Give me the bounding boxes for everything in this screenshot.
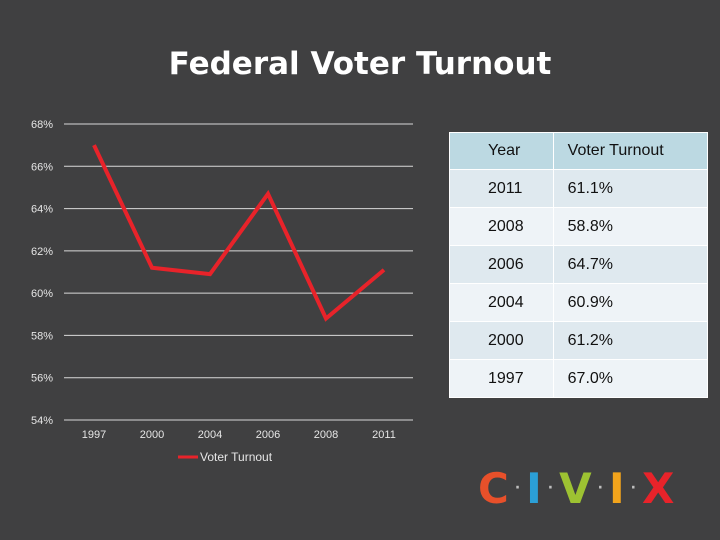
- logo-separator-icon: ·: [630, 480, 636, 496]
- logo-letter-i: I: [608, 463, 625, 513]
- cell-year: 2011: [449, 169, 554, 208]
- x-tick-label: 2008: [314, 429, 338, 441]
- table-row: 2006 64.7%: [449, 245, 709, 284]
- logo-letter-c: C: [478, 463, 509, 513]
- cell-turnout: 58.8%: [552, 207, 709, 246]
- civix-logo: C · I · V · I · X: [478, 463, 675, 513]
- cell-year: 2004: [449, 283, 554, 322]
- logo-separator-icon: ·: [597, 480, 603, 496]
- legend-label: Voter Turnout: [200, 450, 273, 464]
- logo-letter-i: I: [526, 463, 542, 513]
- logo-separator-icon: ·: [547, 480, 554, 496]
- logo-letter-v: V: [559, 463, 592, 513]
- y-tick-label: 56%: [31, 373, 53, 385]
- y-tick-label: 62%: [31, 246, 53, 258]
- header-year: Year: [449, 132, 554, 170]
- y-tick-label: 60%: [31, 288, 53, 300]
- cell-turnout: 60.9%: [552, 283, 709, 322]
- table-header-row: Year Voter Turnout: [449, 132, 709, 170]
- x-tick-label: 2006: [256, 429, 280, 441]
- x-tick-label: 1997: [82, 429, 106, 441]
- cell-year: 2000: [449, 321, 554, 360]
- logo-separator-icon: ·: [514, 480, 521, 496]
- y-tick-label: 68%: [31, 119, 53, 131]
- table-row: 2000 61.2%: [449, 321, 709, 360]
- table-row: 1997 67.0%: [449, 359, 709, 398]
- logo-letter-x: X: [641, 463, 675, 513]
- turnout-table: Year Voter Turnout 2011 61.1% 2008 58.8%…: [449, 132, 709, 398]
- cell-year: 1997: [449, 359, 554, 398]
- table-row: 2004 60.9%: [449, 283, 709, 322]
- cell-turnout: 64.7%: [552, 245, 709, 284]
- series-line: [92, 144, 386, 322]
- cell-year: 2006: [449, 245, 554, 284]
- cell-turnout: 61.2%: [552, 321, 709, 360]
- table-row: 2008 58.8%: [449, 207, 709, 246]
- cell-turnout: 61.1%: [552, 169, 709, 208]
- y-tick-label: 66%: [31, 161, 53, 173]
- slide-title: Federal Voter Turnout: [168, 46, 552, 82]
- x-tick-label: 2004: [198, 429, 222, 441]
- table-row: 2011 61.1%: [449, 169, 709, 208]
- cell-turnout: 67.0%: [552, 359, 709, 398]
- x-tick-label: 2000: [140, 429, 164, 441]
- y-tick-label: 58%: [31, 330, 53, 342]
- y-tick-label: 54%: [31, 415, 53, 427]
- x-tick-label: 2011: [372, 429, 396, 441]
- cell-year: 2008: [449, 207, 554, 246]
- header-voter-turnout: Voter Turnout: [552, 132, 709, 170]
- y-tick-label: 64%: [31, 204, 53, 216]
